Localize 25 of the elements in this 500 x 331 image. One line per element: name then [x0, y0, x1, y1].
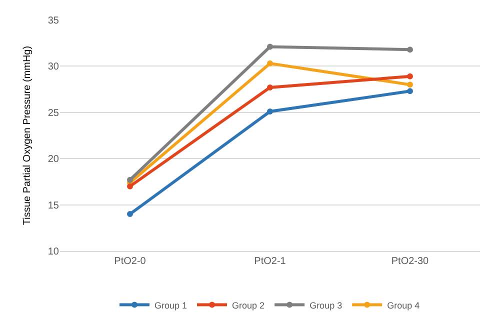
y-tick-label: 25: [48, 108, 60, 119]
point: [267, 108, 273, 114]
point: [407, 46, 413, 53]
point: [267, 84, 273, 90]
point: [127, 176, 133, 183]
point: [407, 73, 413, 80]
legend-label: Group 3: [310, 300, 342, 310]
legend-label: Group 1: [154, 300, 188, 310]
x-tick-label: PtO2-0: [114, 256, 146, 267]
x-tick-label: PtO2-30: [391, 256, 430, 267]
legend-label: Group 4: [387, 300, 420, 310]
point: [127, 211, 133, 218]
y-tick-label: 20: [48, 154, 60, 166]
y-tick-label: 35: [48, 16, 60, 26]
y-tick-label: 15: [48, 200, 60, 212]
point: [127, 183, 133, 190]
y-tick-label: 30: [48, 62, 60, 73]
y-tick-label: 10: [48, 246, 60, 258]
legend-label: Group 2: [232, 300, 265, 310]
point: [267, 60, 273, 66]
point: [407, 88, 413, 94]
x-tick-label: PtO2-1: [254, 256, 286, 267]
y-axis-title: Tissue Partial Oxygen Pressure (mmHg): [22, 46, 33, 226]
point: [267, 44, 273, 50]
point: [407, 82, 413, 88]
